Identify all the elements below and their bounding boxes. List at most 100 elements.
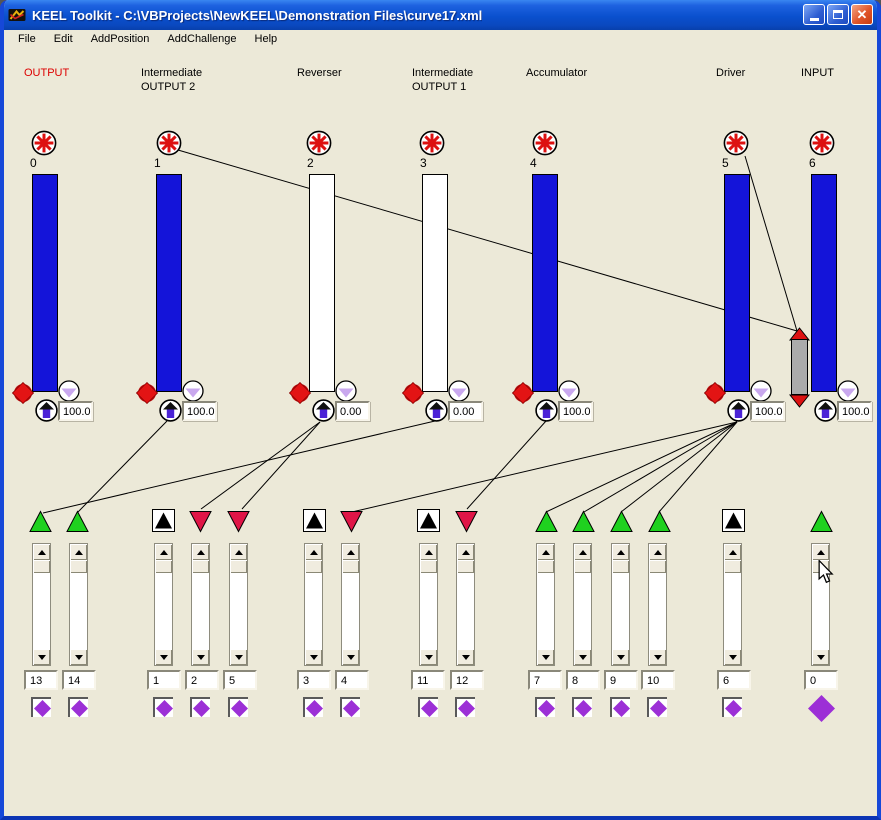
marker-red-down-icon[interactable]: [340, 510, 363, 533]
up-arrow-icon[interactable]: [35, 399, 58, 422]
slider-scrollbar[interactable]: [723, 543, 742, 666]
scroll-down-button[interactable]: [612, 649, 629, 665]
marker-black-up-icon[interactable]: [303, 509, 326, 532]
scroll-thumb[interactable]: [305, 560, 322, 573]
scroll-thumb[interactable]: [537, 560, 554, 573]
node-star-icon[interactable]: [723, 130, 749, 156]
slider-value-input[interactable]: 3: [297, 670, 331, 690]
scroll-down-button[interactable]: [33, 649, 50, 665]
scroll-down-button[interactable]: [155, 649, 172, 665]
marker-red-down-icon[interactable]: [227, 510, 250, 533]
scroll-up-button[interactable]: [537, 544, 554, 560]
node-bar[interactable]: [309, 174, 335, 392]
node-star-icon[interactable]: [306, 130, 332, 156]
slider-value-input[interactable]: 14: [62, 670, 96, 690]
up-arrow-icon[interactable]: [727, 399, 750, 422]
red-diamond-icon[interactable]: [512, 382, 534, 404]
scroll-up-button[interactable]: [724, 544, 741, 560]
node-value-input[interactable]: 100.0: [58, 401, 93, 421]
slider-value-input[interactable]: 6: [717, 670, 751, 690]
slider-scrollbar[interactable]: [341, 543, 360, 666]
marker-green-up-icon[interactable]: [810, 510, 833, 533]
up-arrow-icon[interactable]: [159, 399, 182, 422]
marker-green-up-icon[interactable]: [610, 510, 633, 533]
marker-green-up-icon[interactable]: [29, 510, 52, 533]
slider-value-input[interactable]: 12: [450, 670, 484, 690]
up-arrow-icon[interactable]: [312, 399, 335, 422]
scroll-thumb[interactable]: [33, 560, 50, 573]
node-bar[interactable]: [32, 174, 58, 392]
slider-diamond-icon[interactable]: [535, 697, 555, 717]
marker-green-up-icon[interactable]: [535, 510, 558, 533]
slider-diamond-icon[interactable]: [31, 697, 51, 717]
scroll-thumb[interactable]: [192, 560, 209, 573]
scroll-thumb[interactable]: [342, 560, 359, 573]
scroll-down-button[interactable]: [70, 649, 87, 665]
slider-diamond-icon[interactable]: [808, 695, 835, 722]
node-value-input[interactable]: 100.0: [558, 401, 593, 421]
slider-scrollbar[interactable]: [573, 543, 592, 666]
scroll-down-button[interactable]: [649, 649, 666, 665]
slider-diamond-icon[interactable]: [303, 697, 323, 717]
node-star-icon[interactable]: [31, 130, 57, 156]
red-diamond-icon[interactable]: [402, 382, 424, 404]
scroll-thumb[interactable]: [420, 560, 437, 573]
scroll-thumb[interactable]: [457, 560, 474, 573]
scroll-down-button[interactable]: [812, 649, 829, 665]
scroll-down-button[interactable]: [192, 649, 209, 665]
slider-scrollbar[interactable]: [69, 543, 88, 666]
scroll-down-button[interactable]: [724, 649, 741, 665]
lavender-circle-icon[interactable]: [58, 380, 80, 402]
slider-diamond-icon[interactable]: [455, 697, 475, 717]
link-gray-bar[interactable]: [791, 339, 808, 395]
scroll-down-button[interactable]: [537, 649, 554, 665]
marker-red-down-icon[interactable]: [455, 510, 478, 533]
marker-red-down-icon[interactable]: [189, 510, 212, 533]
node-star-icon[interactable]: [419, 130, 445, 156]
up-arrow-icon[interactable]: [425, 399, 448, 422]
marker-black-up-icon[interactable]: [417, 509, 440, 532]
slider-diamond-icon[interactable]: [722, 697, 742, 717]
scroll-down-button[interactable]: [420, 649, 437, 665]
scroll-up-button[interactable]: [612, 544, 629, 560]
scroll-up-button[interactable]: [457, 544, 474, 560]
lavender-circle-icon[interactable]: [837, 380, 859, 402]
menu-addposition[interactable]: AddPosition: [90, 33, 150, 45]
slider-value-input[interactable]: 11: [411, 670, 445, 690]
slider-diamond-icon[interactable]: [647, 697, 667, 717]
node-value-input[interactable]: 100.0: [750, 401, 785, 421]
slider-scrollbar[interactable]: [648, 543, 667, 666]
up-arrow-icon[interactable]: [814, 399, 837, 422]
minimize-button[interactable]: [803, 4, 825, 25]
scroll-up-button[interactable]: [305, 544, 322, 560]
scroll-thumb[interactable]: [230, 560, 247, 573]
lavender-circle-icon[interactable]: [335, 380, 357, 402]
slider-value-input[interactable]: 10: [641, 670, 675, 690]
scroll-thumb[interactable]: [649, 560, 666, 573]
slider-diamond-icon[interactable]: [572, 697, 592, 717]
slider-value-input[interactable]: 0: [804, 670, 838, 690]
node-bar[interactable]: [156, 174, 182, 392]
scroll-down-button[interactable]: [305, 649, 322, 665]
red-diamond-icon[interactable]: [704, 382, 726, 404]
slider-diamond-icon[interactable]: [153, 697, 173, 717]
scroll-down-button[interactable]: [574, 649, 591, 665]
slider-scrollbar[interactable]: [304, 543, 323, 666]
node-bar[interactable]: [532, 174, 558, 392]
scroll-up-button[interactable]: [420, 544, 437, 560]
node-bar[interactable]: [724, 174, 750, 392]
slider-value-input[interactable]: 1: [147, 670, 181, 690]
scroll-thumb[interactable]: [574, 560, 591, 573]
menu-addchallenge[interactable]: AddChallenge: [167, 33, 237, 45]
node-star-icon[interactable]: [809, 130, 835, 156]
slider-value-input[interactable]: 9: [604, 670, 638, 690]
slider-value-input[interactable]: 13: [24, 670, 58, 690]
lavender-circle-icon[interactable]: [448, 380, 470, 402]
slider-scrollbar[interactable]: [191, 543, 210, 666]
slider-scrollbar[interactable]: [456, 543, 475, 666]
slider-value-input[interactable]: 4: [335, 670, 369, 690]
lavender-circle-icon[interactable]: [558, 380, 580, 402]
menu-help[interactable]: Help: [254, 33, 278, 45]
marker-green-up-icon[interactable]: [66, 510, 89, 533]
scroll-thumb[interactable]: [155, 560, 172, 573]
